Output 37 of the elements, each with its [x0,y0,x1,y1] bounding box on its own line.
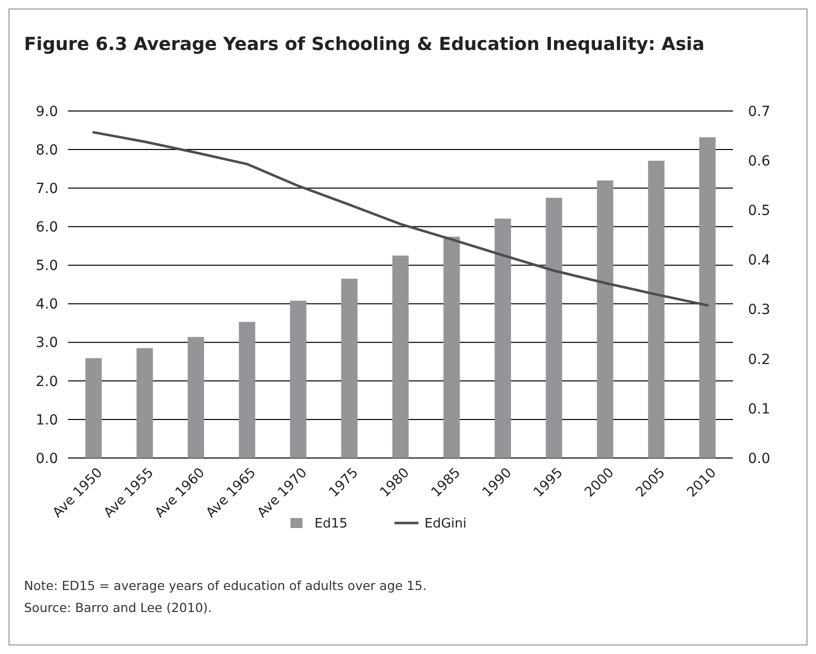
y2-tick-label: 0.6 [748,153,770,170]
bar [699,137,716,458]
y2-tick-label: 0.4 [748,252,770,269]
chart-title: Figure 6.3 Average Years of Schooling & Education Inequality: Asia [24,34,704,55]
text: Note: ED15 = average years of education of adults over age 15. [24,578,427,593]
y-tick-label: 3.0 [36,335,58,352]
bar [85,358,102,458]
y-tick-label: 5.0 [36,258,58,274]
source-note: Source: Barro and Lee (2010). [24,600,212,615]
bar [392,256,409,458]
bar [290,300,306,458]
y-tick-label: 1.0 [36,412,58,428]
legend-label: Ed15 [314,516,348,532]
y-tick-label: 9.0 [36,104,58,120]
y2-tick-label: 0.3 [748,302,770,318]
y-tick-label: 2.0 [36,374,58,390]
y2-tick-label: 0.0 [748,450,770,467]
legend-label: EdGini [424,516,467,532]
bar [341,278,358,458]
y-tick-label: 8.0 [36,142,58,158]
y-tick-label: 7.0 [36,181,58,198]
bar [596,180,614,458]
bar [648,160,664,458]
bar [546,198,562,458]
bar [188,336,204,458]
y2-tick-label: 0.2 [748,352,770,368]
bar [238,322,256,458]
line-series [92,131,709,307]
bar [494,218,511,458]
y-tick-label: 6.0 [36,220,58,236]
y2-tick-label: 0.7 [748,104,770,120]
bar [443,236,460,458]
y-tick-label: 4.0 [36,296,58,313]
y2-tick-label: 0.1 [748,401,770,418]
y-tick-label: 0.0 [36,450,58,467]
y2-tick-label: 0.5 [748,203,770,220]
bar [136,348,153,458]
